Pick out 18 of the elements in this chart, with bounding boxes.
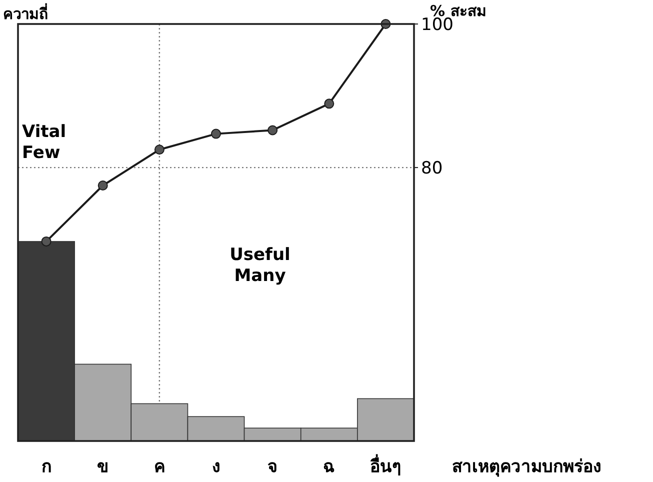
y2-tick-label: 80 bbox=[421, 158, 443, 179]
point bbox=[98, 180, 108, 190]
annotation: Vital Few bbox=[22, 122, 66, 163]
x-tick-label: ก bbox=[41, 457, 52, 477]
x-tick-label: ง bbox=[212, 457, 220, 477]
x-tick-label: ค bbox=[154, 457, 165, 477]
point bbox=[41, 236, 52, 246]
y-axis-title: ความถี่ bbox=[3, 3, 48, 23]
point bbox=[324, 98, 334, 109]
x-tick-label: จ bbox=[268, 457, 278, 477]
point bbox=[268, 125, 278, 136]
point bbox=[211, 128, 221, 139]
point bbox=[154, 144, 164, 155]
x-tick-label: ข bbox=[96, 457, 109, 477]
x-tick-label: ฉ bbox=[323, 457, 336, 477]
x-tick-label: อื่นๆ bbox=[370, 454, 402, 477]
annotation: Useful Many bbox=[230, 245, 290, 286]
x-axis-title: สาเหตุความบกพร่อง bbox=[452, 457, 601, 477]
